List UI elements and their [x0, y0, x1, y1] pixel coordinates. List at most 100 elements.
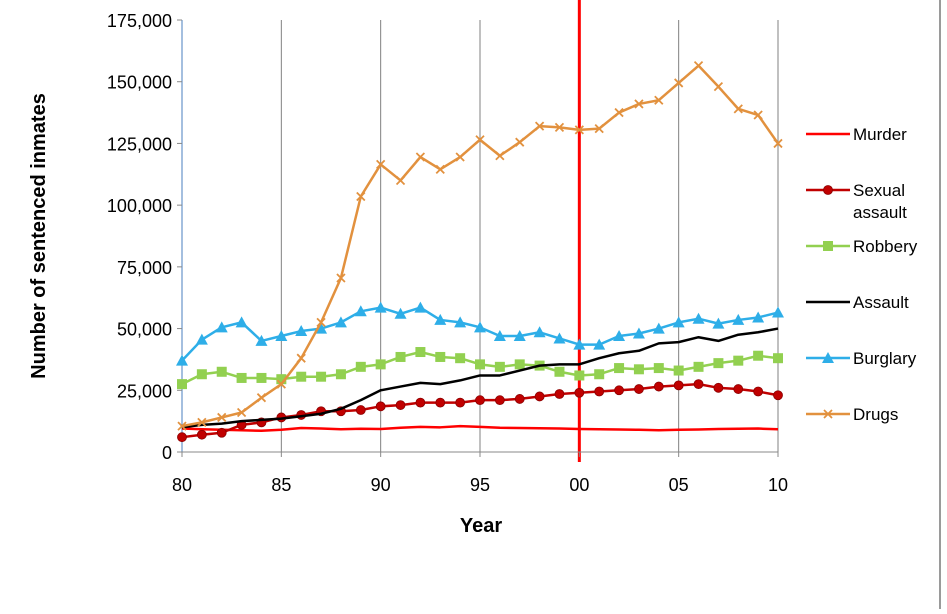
data-point — [493, 329, 506, 341]
series-line — [181, 327, 779, 429]
series-robbery — [177, 347, 783, 390]
legend-label: Assault — [853, 293, 909, 312]
data-point — [773, 138, 783, 149]
data-point — [513, 329, 526, 341]
x-tick-label: 05 — [669, 475, 689, 495]
series-group — [176, 61, 784, 443]
data-point — [594, 386, 605, 397]
legend-item-sexual-assault: Sexual assault — [806, 181, 907, 222]
data-point-stroke — [197, 417, 207, 428]
data-point-stroke — [376, 159, 386, 170]
data-point — [415, 397, 426, 408]
data-point — [533, 326, 546, 338]
legend-item-assault: Assault — [806, 293, 909, 312]
data-point — [713, 382, 724, 393]
data-point-stroke — [455, 152, 465, 162]
data-point-stroke — [316, 317, 326, 328]
data-point-stroke — [336, 273, 346, 283]
data-point — [732, 313, 745, 325]
data-point — [455, 353, 466, 364]
legend-item-robbery: Robbery — [806, 237, 918, 256]
data-point — [672, 316, 685, 328]
data-point — [652, 322, 665, 334]
series-assault — [181, 327, 779, 429]
data-point — [515, 137, 525, 147]
data-point-stroke — [515, 137, 525, 147]
data-point — [454, 316, 467, 328]
data-point — [674, 78, 684, 88]
data-point — [594, 123, 604, 134]
data-point-stroke — [236, 407, 247, 418]
data-point — [634, 384, 644, 394]
data-point — [773, 353, 783, 364]
data-point — [276, 374, 287, 385]
x-tick-label: 10 — [768, 475, 788, 495]
data-point — [256, 393, 267, 403]
data-point-stroke — [217, 412, 227, 423]
data-point — [773, 390, 783, 401]
data-point-stroke — [554, 122, 565, 133]
data-point — [753, 386, 764, 397]
y-tick-label: 175,000 — [107, 11, 172, 31]
axes: 0 25,000 50,000 75,000 100,000 125,000 150,000… — [107, 11, 788, 495]
legend-item-drugs: Drugs — [806, 405, 898, 424]
data-point — [514, 359, 525, 370]
data-point — [235, 316, 248, 328]
data-point — [495, 151, 505, 161]
data-point — [455, 152, 465, 162]
data-point — [534, 121, 545, 131]
data-point — [375, 359, 386, 370]
data-point — [415, 347, 426, 358]
data-point — [692, 312, 705, 324]
data-point — [653, 363, 664, 374]
data-point — [216, 366, 227, 377]
data-point — [633, 364, 644, 375]
data-point — [573, 338, 586, 350]
data-point — [335, 369, 346, 380]
data-point — [295, 325, 308, 337]
data-point — [753, 110, 763, 120]
data-point-stroke — [296, 353, 306, 363]
data-point — [733, 104, 743, 114]
data-point-stroke — [713, 82, 724, 92]
data-point — [296, 353, 306, 363]
legend-item-murder: Murder — [806, 125, 907, 144]
data-point — [375, 401, 386, 412]
data-point — [177, 379, 187, 390]
data-point — [772, 306, 784, 318]
data-point-stroke — [614, 107, 624, 118]
data-point — [176, 354, 188, 366]
data-point-stroke — [654, 95, 664, 105]
data-point — [553, 332, 566, 344]
data-point — [354, 305, 367, 317]
legend-label: Robbery — [853, 237, 918, 256]
data-point-stroke — [495, 151, 505, 161]
data-point — [733, 384, 744, 394]
data-point — [394, 307, 407, 319]
data-point — [693, 361, 704, 372]
data-point — [822, 352, 834, 363]
data-point-stroke — [276, 379, 286, 389]
data-point — [316, 317, 326, 328]
data-point-stroke — [733, 104, 743, 114]
data-point — [434, 313, 447, 325]
data-point — [216, 427, 227, 438]
gridlines — [280, 20, 779, 452]
data-point-stroke — [773, 138, 783, 149]
data-point — [713, 82, 724, 92]
data-point — [414, 301, 427, 313]
data-point — [653, 381, 664, 392]
data-point — [823, 241, 833, 251]
x-tick-label: 00 — [569, 475, 589, 495]
data-point — [217, 412, 227, 423]
data-point — [574, 370, 585, 381]
data-point — [514, 394, 525, 404]
data-point — [236, 407, 247, 418]
data-point-stroke — [693, 61, 704, 71]
x-tick-label: 85 — [271, 475, 291, 495]
data-point — [177, 421, 187, 431]
data-point — [554, 122, 565, 133]
data-point — [494, 395, 505, 406]
data-point — [355, 405, 366, 415]
